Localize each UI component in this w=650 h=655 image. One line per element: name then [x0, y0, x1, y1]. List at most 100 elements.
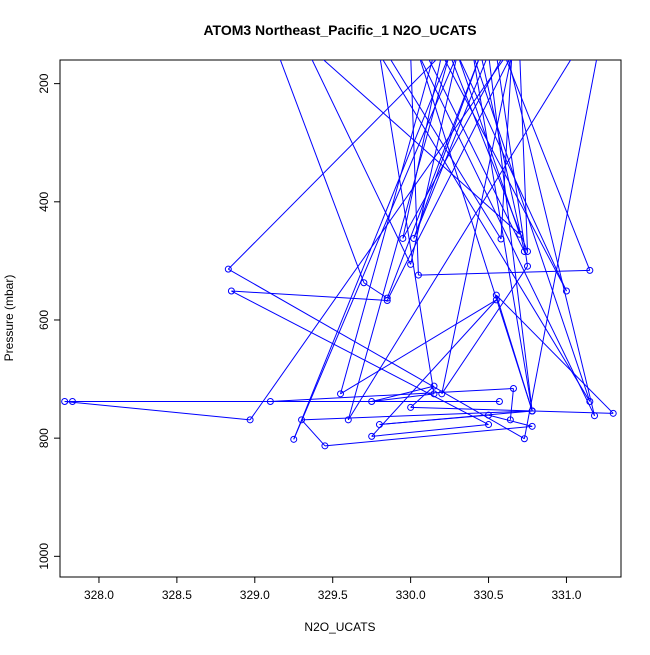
series-segment: [279, 60, 365, 283]
series-segment: [249, 60, 504, 421]
series-segment: [228, 268, 525, 440]
data-point: [383, 296, 391, 304]
series-layer: [61, 60, 617, 450]
series-segment: [231, 290, 489, 426]
data-point: [495, 398, 503, 406]
series-segment: [371, 393, 435, 403]
data-point: [407, 260, 415, 268]
data-point: [591, 412, 599, 420]
series-segment: [428, 60, 525, 252]
data-point: [485, 421, 493, 429]
data-point: [562, 287, 570, 295]
y-tick-label: 200: [37, 73, 51, 93]
series-segment: [496, 60, 528, 267]
data-point: [524, 262, 531, 270]
series-segment: [402, 60, 442, 239]
data-point: [344, 416, 352, 424]
data-point: [609, 409, 617, 417]
data-point: [375, 421, 383, 429]
x-tick-label: 328.0: [84, 588, 114, 602]
y-tick-label: 600: [37, 310, 51, 330]
chart-title: ATOM3 Northeast_Pacific_1 N2O_UCATS: [203, 22, 476, 38]
data-point: [492, 296, 500, 304]
data-point: [520, 247, 528, 255]
data-point: [506, 416, 514, 424]
series-segment: [488, 414, 533, 427]
series-segment: [379, 60, 435, 394]
data-point: [368, 398, 376, 406]
series-segment: [323, 60, 521, 235]
series-segment: [505, 60, 591, 271]
series-segment: [481, 60, 525, 252]
data-point: [528, 422, 536, 430]
data-point: [399, 234, 407, 242]
series-segment: [371, 424, 489, 437]
series-segment: [371, 299, 497, 437]
data-point: [337, 390, 344, 398]
series-segment: [500, 60, 513, 240]
series-segment: [231, 290, 388, 301]
x-tick-label: 328.5: [162, 588, 192, 602]
series-segment: [340, 299, 497, 395]
series-segment: [474, 60, 591, 402]
data-point: [586, 266, 594, 274]
x-axis: 328.0 328.5 329.0 329.5 330.0 330.5 331.0: [84, 576, 582, 602]
series-segment: [347, 60, 572, 421]
series-segment: [301, 410, 533, 421]
series-segment: [413, 60, 480, 239]
x-tick-label: 329.0: [240, 588, 270, 602]
series-segment: [458, 60, 521, 235]
data-point: [61, 398, 69, 406]
series-segment: [347, 60, 449, 420]
series-segment: [519, 60, 528, 252]
series-segment: [379, 414, 489, 426]
series-segment: [418, 269, 590, 276]
data-point: [298, 416, 306, 424]
series-segment: [459, 60, 567, 292]
data-point: [410, 234, 418, 242]
data-point: [68, 398, 76, 406]
series-segment: [413, 60, 487, 239]
y-axis: 200 400 600 800 1000: [37, 73, 61, 570]
series-segment: [441, 60, 512, 394]
series-segment: [227, 60, 437, 270]
y-tick-label: 400: [37, 191, 51, 211]
series-segment: [64, 401, 251, 421]
data-point: [524, 247, 531, 255]
data-point: [497, 235, 505, 243]
series-segment: [311, 60, 412, 265]
series-segment: [371, 385, 435, 403]
y-axis-label: Pressure (mbar): [2, 275, 16, 362]
data-point: [246, 416, 254, 424]
series-segment: [420, 60, 595, 416]
series-segment: [410, 385, 435, 408]
data-point: [438, 390, 446, 398]
data-point: [430, 382, 438, 390]
series-segment: [419, 60, 533, 412]
data-point: [227, 287, 235, 295]
data-point: [516, 230, 524, 238]
series-segment: [270, 388, 514, 403]
data-point: [368, 432, 376, 440]
series-segment: [488, 60, 533, 412]
series-segment: [523, 60, 598, 439]
series-segment: [324, 425, 533, 447]
x-tick-label: 330.5: [474, 588, 504, 602]
x-tick-label: 329.5: [318, 588, 348, 602]
data-point: [321, 442, 329, 450]
data-point: [290, 435, 298, 443]
data-point: [520, 435, 528, 443]
data-point: [509, 385, 517, 393]
series-segment: [363, 282, 388, 299]
series-segment: [390, 60, 502, 240]
data-point: [492, 291, 500, 299]
data-point: [414, 271, 422, 279]
data-point: [224, 265, 232, 273]
x-tick-label: 330.0: [396, 588, 426, 602]
data-point: [407, 403, 415, 411]
series-segment: [509, 388, 514, 420]
series-segment: [441, 265, 528, 395]
data-point: [586, 398, 594, 406]
y-tick-label: 1000: [37, 543, 51, 570]
x-axis-label: N2O_UCATS: [304, 620, 375, 634]
